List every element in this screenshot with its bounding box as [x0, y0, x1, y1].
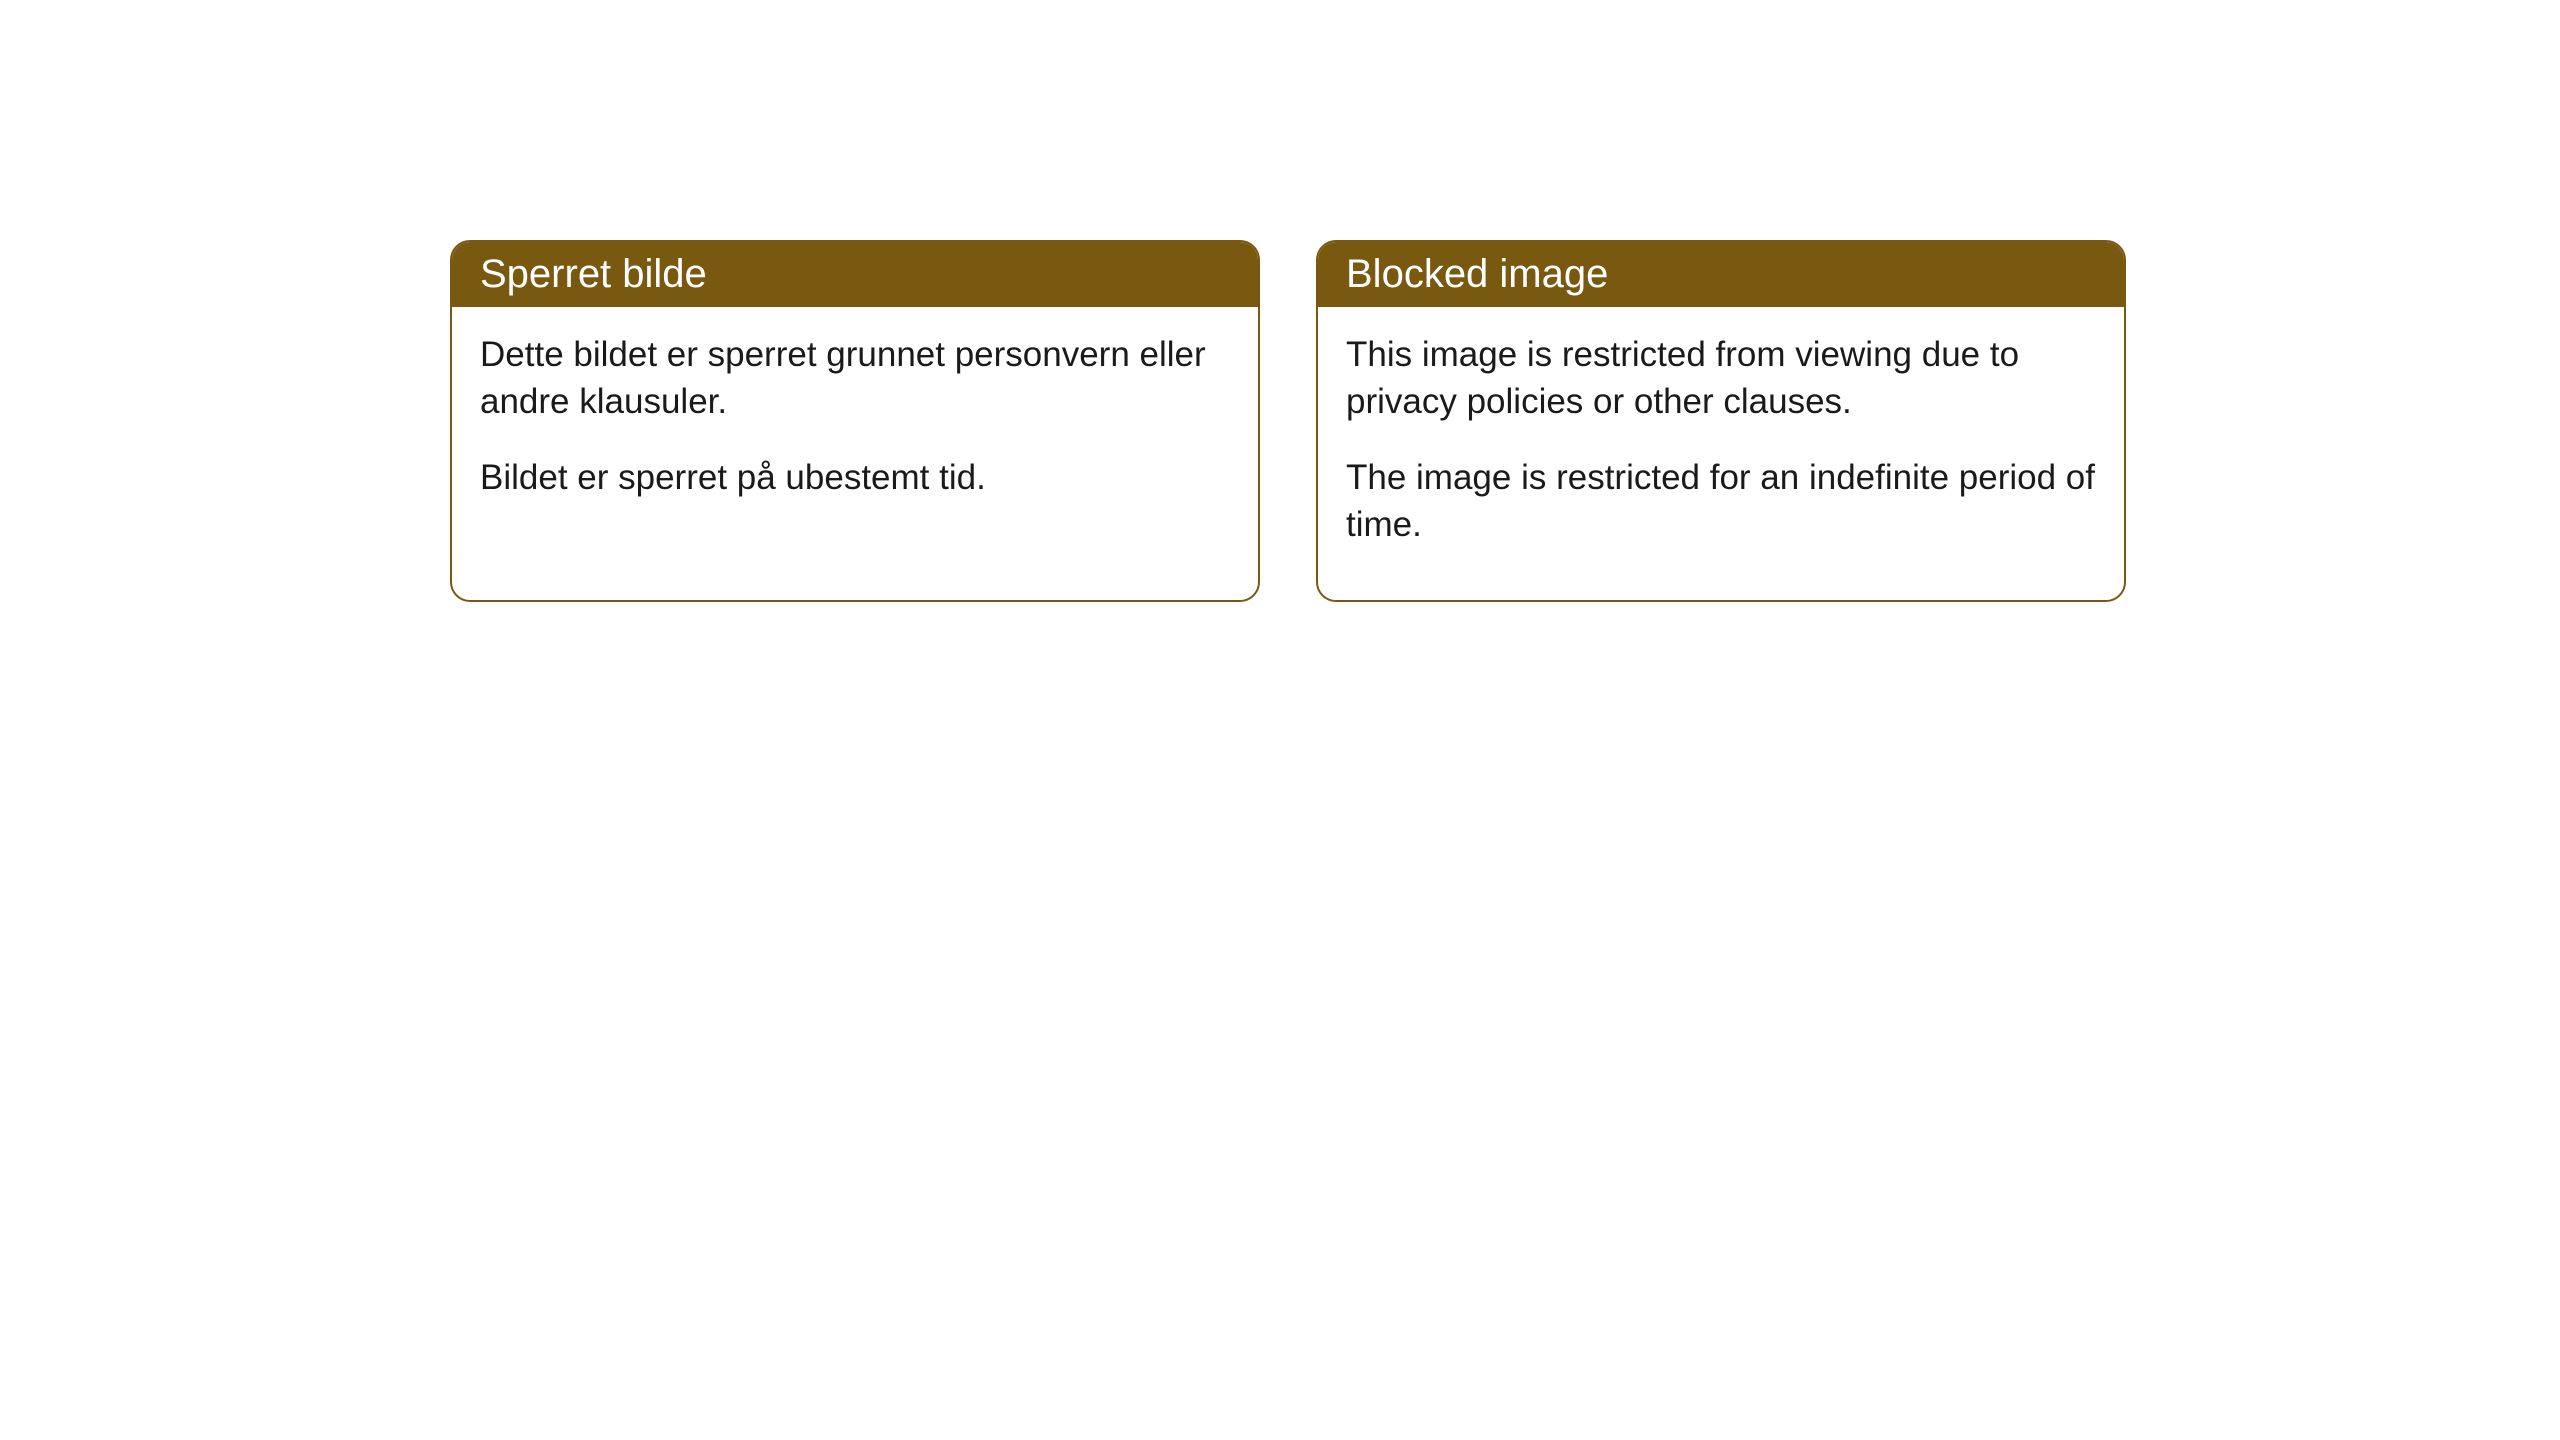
notice-card-norwegian: Sperret bilde Dette bildet er sperret gr… [450, 240, 1260, 602]
notice-text: The image is restricted for an indefinit… [1346, 454, 2096, 549]
notice-text: Bildet er sperret på ubestemt tid. [480, 454, 1230, 501]
card-header-english: Blocked image [1318, 242, 2124, 307]
notice-cards-container: Sperret bilde Dette bildet er sperret gr… [450, 240, 2126, 602]
notice-card-english: Blocked image This image is restricted f… [1316, 240, 2126, 602]
card-body-english: This image is restricted from viewing du… [1318, 307, 2124, 600]
card-title: Sperret bilde [480, 252, 707, 296]
notice-text: Dette bildet er sperret grunnet personve… [480, 331, 1230, 426]
notice-text: This image is restricted from viewing du… [1346, 331, 2096, 426]
card-title: Blocked image [1346, 252, 1608, 296]
card-body-norwegian: Dette bildet er sperret grunnet personve… [452, 307, 1258, 553]
card-header-norwegian: Sperret bilde [452, 242, 1258, 307]
